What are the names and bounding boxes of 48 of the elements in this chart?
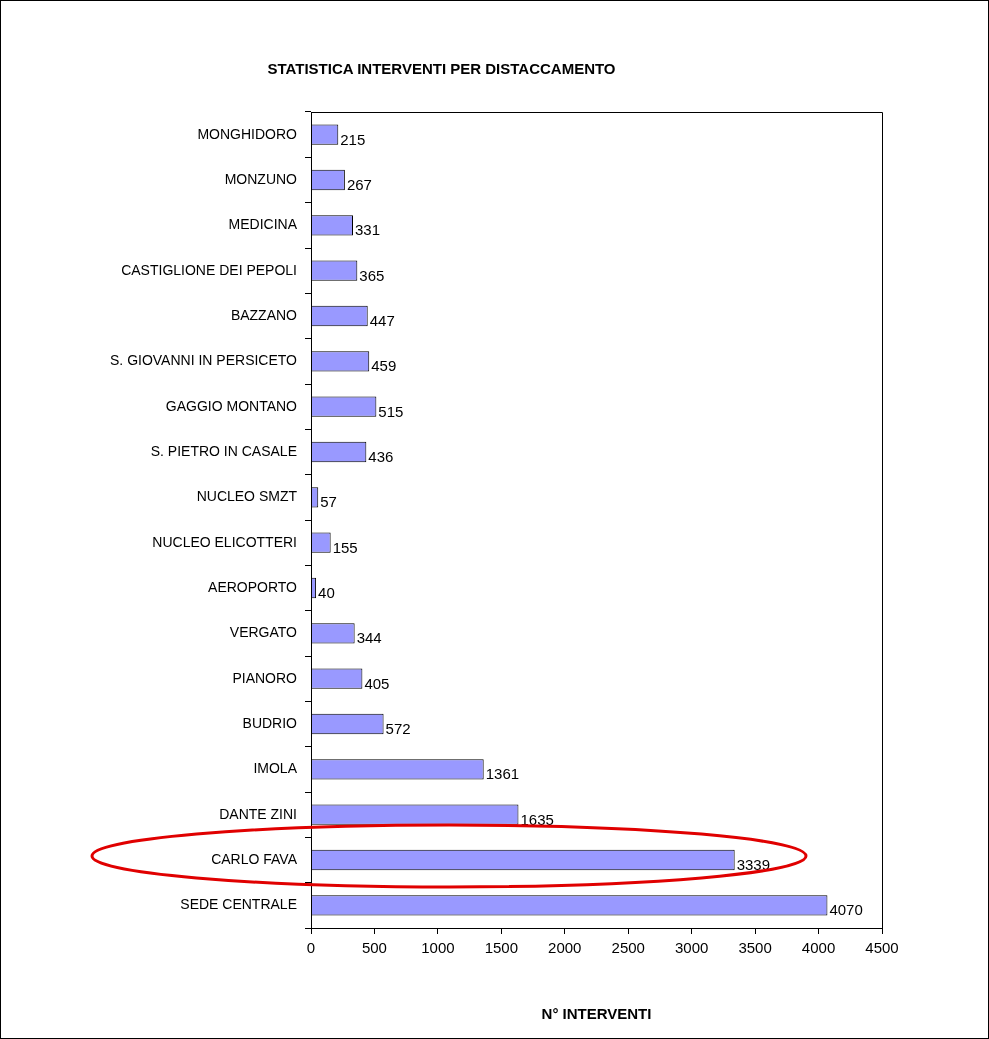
y-tick-label: DANTE ZINI (219, 805, 297, 822)
data-label: 572 (385, 720, 411, 738)
data-label: 1635 (520, 810, 554, 828)
y-tick-label: CASTIGLIONE DEI PEPOLI (121, 261, 297, 278)
data-label: 447 (369, 312, 395, 330)
y-tick-label: MONZUNO (224, 170, 298, 187)
data-label: 40 (318, 584, 335, 602)
x-tick-label: 500 (361, 939, 387, 957)
y-tick-label: IMOLA (253, 760, 298, 777)
y-tick-label: BAZZANO (230, 306, 298, 323)
data-label: 267 (346, 176, 372, 194)
x-tick-label: 4500 (865, 939, 899, 957)
data-label: 436 (368, 448, 394, 466)
data-label: 405 (364, 674, 390, 692)
data-label: 344 (356, 629, 382, 647)
data-label: 155 (332, 538, 358, 556)
data-label: 365 (359, 266, 385, 284)
x-tick-label: 2000 (548, 939, 582, 957)
y-tick-label: NUCLEO ELICOTTERI (152, 533, 297, 550)
data-label: 215 (340, 130, 366, 148)
x-tick-label: 1000 (421, 939, 455, 957)
y-tick-label: BUDRIO (242, 714, 298, 731)
y-tick-label: MONGHIDORO (197, 125, 298, 142)
x-tick-label: 4000 (801, 939, 836, 957)
y-tick-label: S. GIOVANNI IN PERSICETO (110, 352, 298, 369)
x-tick-label: 1500 (484, 939, 519, 957)
y-tick-label: S. PIETRO IN CASALE (150, 442, 297, 459)
chart-title: STATISTICA INTERVENTI PER DISTACCAMENTO (267, 60, 616, 78)
x-tick-label: 3500 (738, 939, 772, 957)
y-tick-label: PIANORO (232, 669, 298, 686)
y-tick-label: MEDICINA (228, 216, 298, 233)
y-tick-label: AEROPORTO (208, 578, 298, 595)
y-tick-label: CARLO FAVA (211, 850, 298, 867)
y-tick-label: SEDE CENTRALE (180, 896, 297, 913)
data-label: 515 (378, 402, 404, 420)
x-axis-title: N° INTERVENTI (541, 1005, 652, 1023)
x-tick-label: 0 (306, 939, 316, 957)
y-tick-label: GAGGIO MONTANO (165, 397, 298, 414)
x-tick-label: 3000 (674, 939, 709, 957)
data-label: 57 (320, 493, 337, 511)
data-label: 4070 (829, 901, 863, 919)
data-label: 1361 (485, 765, 520, 783)
data-label: 331 (355, 221, 381, 239)
x-tick-label: 2500 (611, 939, 645, 957)
data-label: 459 (371, 357, 397, 375)
data-label: 3339 (736, 856, 771, 874)
y-tick-label: NUCLEO SMZT (196, 488, 298, 505)
y-tick-label: VERGATO (229, 624, 298, 641)
